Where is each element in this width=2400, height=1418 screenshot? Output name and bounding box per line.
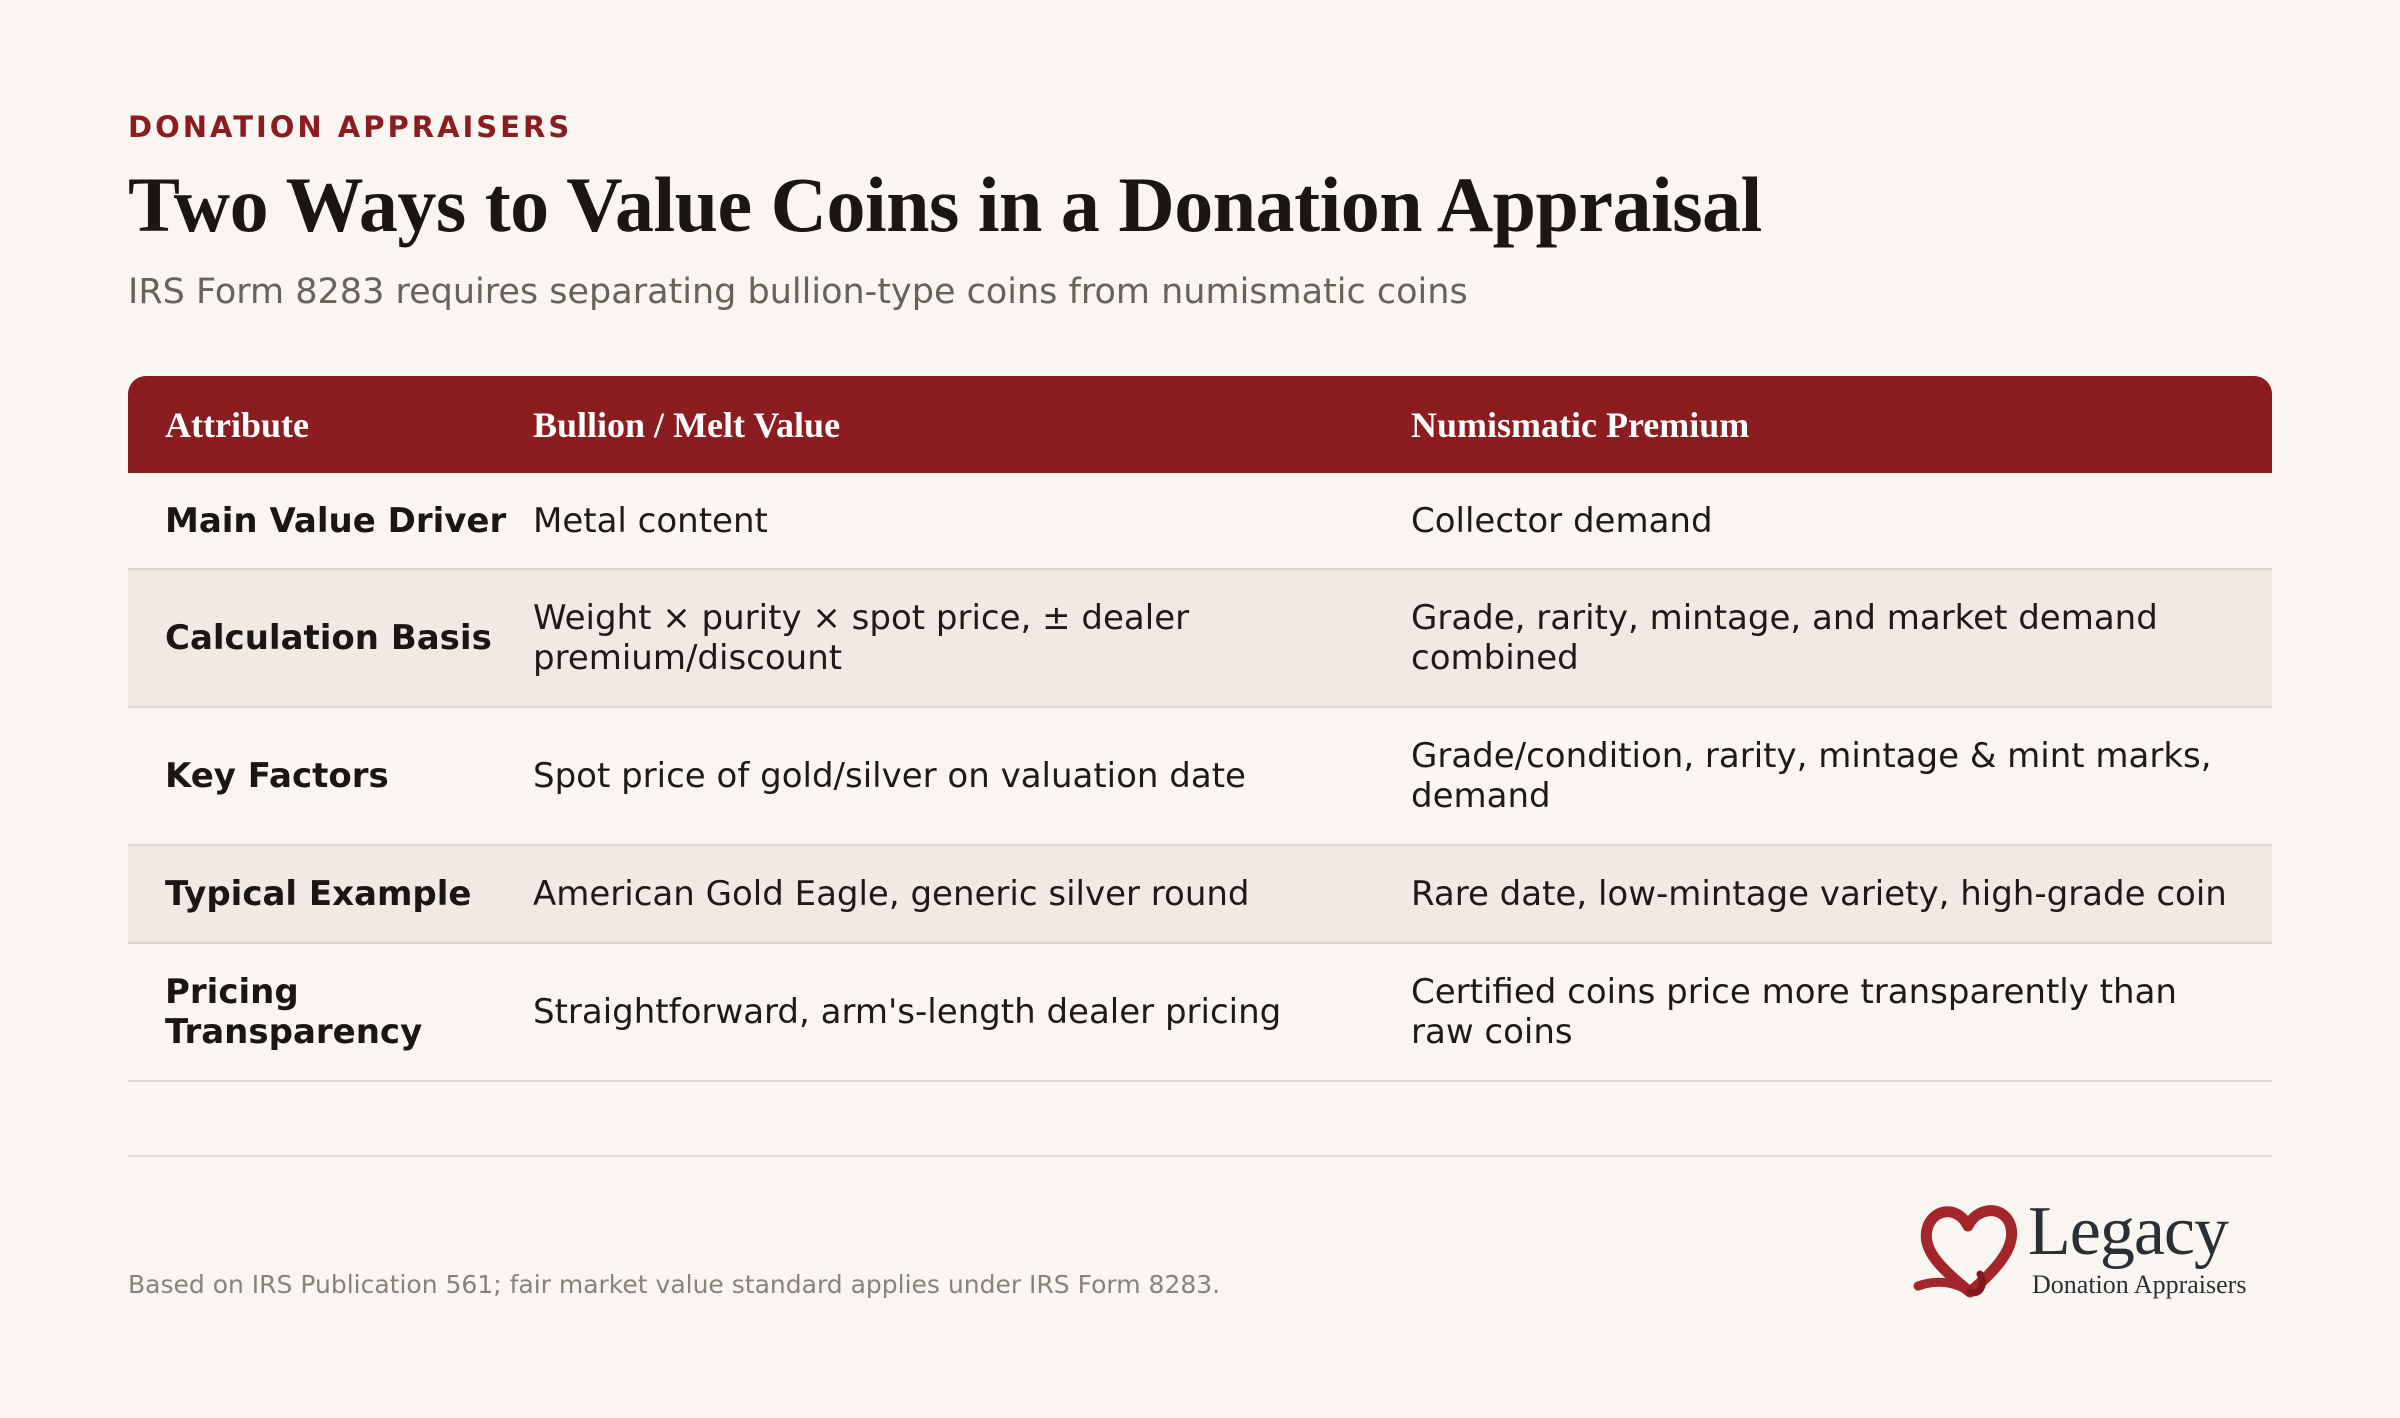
column-header-numismatic: Numismatic Premium [1411, 404, 1750, 445]
table-header: Attribute Bullion / Melt Value Numismati… [128, 376, 2272, 473]
eyebrow-label: DONATION APPRAISERS [128, 110, 573, 144]
heart-ribbon-icon [1913, 1205, 2018, 1298]
row-bullion-value: Straightforward, arm's-length dealer pri… [533, 992, 1282, 1032]
row-numismatic-value: Grade/condition, rarity, mintage & mint … [1411, 736, 2212, 816]
row-bullion-value: Weight × purity × spot price, ± dealer p… [533, 598, 1190, 678]
legacy-logo: Legacy Donation Appraisers [1910, 1193, 2260, 1306]
row-numismatic-value: Collector demand [1411, 500, 1713, 541]
page-subtitle: IRS Form 8283 requires separating bullio… [128, 272, 1468, 312]
table-row: Key Factors Spot price of gold/silver on… [128, 708, 2272, 846]
logo-tagline: Donation Appraisers [2032, 1270, 2247, 1299]
table-row: Main Value Driver Metal content Collecto… [128, 473, 2272, 570]
page-title: Two Ways to Value Coins in a Donation Ap… [128, 161, 1762, 248]
column-header-attribute: Attribute [165, 404, 309, 445]
footer-divider [128, 1155, 2272, 1157]
table-row: Pricing Transparency Straightforward, ar… [128, 944, 2272, 1082]
row-attribute: Calculation Basis [165, 618, 492, 658]
row-numismatic-value: Grade, rarity, mintage, and market deman… [1411, 598, 2158, 678]
column-header-bullion: Bullion / Melt Value [533, 404, 841, 445]
row-attribute: Key Factors [165, 756, 389, 796]
row-bullion-value: Metal content [533, 500, 768, 541]
row-attribute: Pricing Transparency [165, 972, 423, 1052]
logo-wordmark: Legacy [2028, 1193, 2229, 1270]
row-attribute: Main Value Driver [165, 500, 507, 541]
row-bullion-value: American Gold Eagle, generic silver roun… [533, 874, 1250, 914]
row-numismatic-value: Certified coins price more transparently… [1411, 972, 2177, 1052]
comparison-table: Attribute Bullion / Melt Value Numismati… [128, 376, 2272, 1082]
source-footnote: Based on IRS Publication 561; fair marke… [128, 1270, 1221, 1299]
row-bullion-value: Spot price of gold/silver on valuation d… [533, 756, 1246, 796]
table-row: Calculation Basis Weight × purity × spot… [128, 570, 2272, 708]
table-row: Typical Example American Gold Eagle, gen… [128, 846, 2272, 944]
row-attribute: Typical Example [165, 874, 472, 914]
row-numismatic-value: Rare date, low-mintage variety, high-gra… [1411, 874, 2227, 914]
